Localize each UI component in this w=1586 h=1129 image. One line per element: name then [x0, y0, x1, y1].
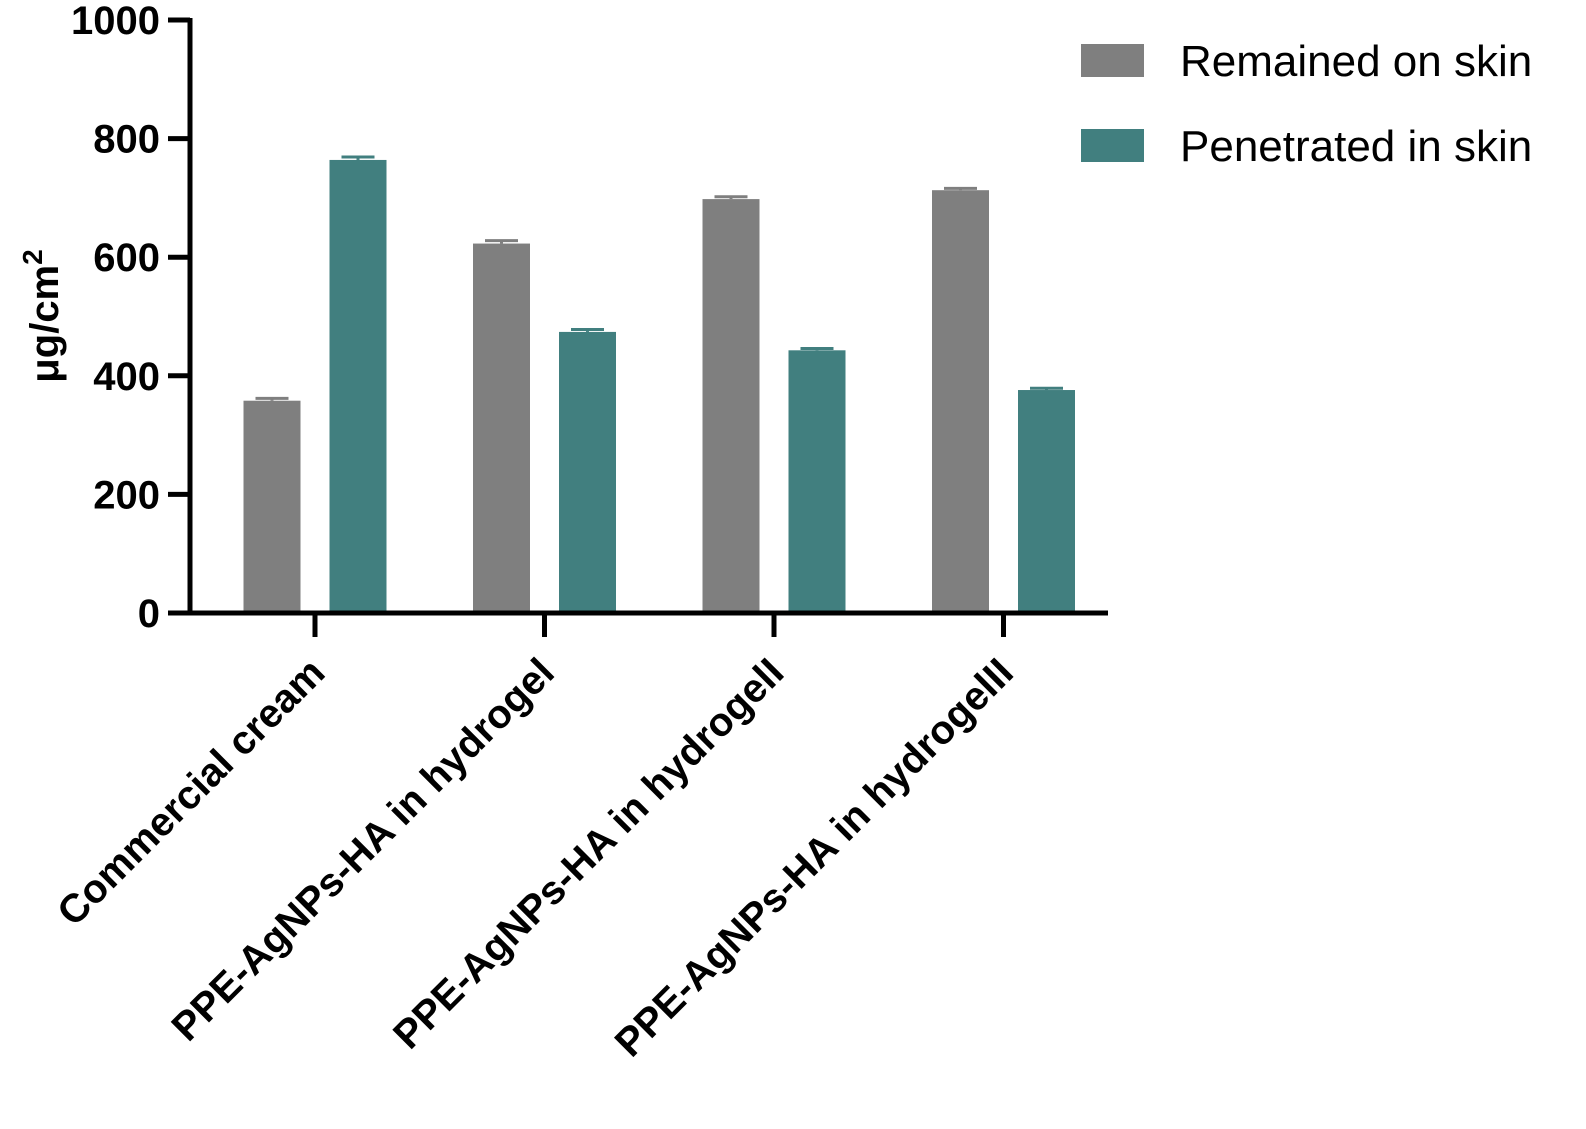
legend: Remained on skin Penetrated in skin: [1081, 37, 1532, 171]
legend-swatch: [1081, 129, 1144, 162]
y-tick-label: 1000: [71, 0, 160, 43]
bar: [243, 400, 301, 613]
y-tick-label: 200: [93, 473, 160, 517]
x-category-label: PPE-AgNPs-HA in hydrogel: [164, 650, 563, 1049]
y-axis-title: μg/cm2: [17, 249, 67, 382]
bar: [702, 199, 760, 613]
y-ticks-group: 0 200 400 600 800 1000: [71, 0, 190, 636]
legend-label: Penetrated in skin: [1180, 122, 1532, 171]
legend-label: Remained on skin: [1180, 37, 1532, 86]
axes-group: [187, 18, 1108, 616]
y-tick-label: 600: [93, 236, 160, 280]
x-category-label: PPE-AgNPs-HA in hydrogelII: [607, 650, 1022, 1065]
bar: [932, 190, 989, 614]
bar: [329, 159, 387, 613]
legend-swatch: [1081, 44, 1144, 77]
bar: [473, 243, 530, 613]
bar: [1018, 390, 1075, 613]
y-tick-label: 400: [93, 355, 160, 399]
y-tick-label: 800: [93, 118, 160, 162]
error-bars-group: [255, 155, 1063, 401]
bar: [559, 331, 616, 613]
bars-group: [243, 159, 1075, 614]
bar: [788, 350, 846, 613]
y-tick-label: 0: [138, 592, 160, 636]
x-category-label: PPE-AgNPs-HA in hydrogelI: [385, 650, 792, 1057]
